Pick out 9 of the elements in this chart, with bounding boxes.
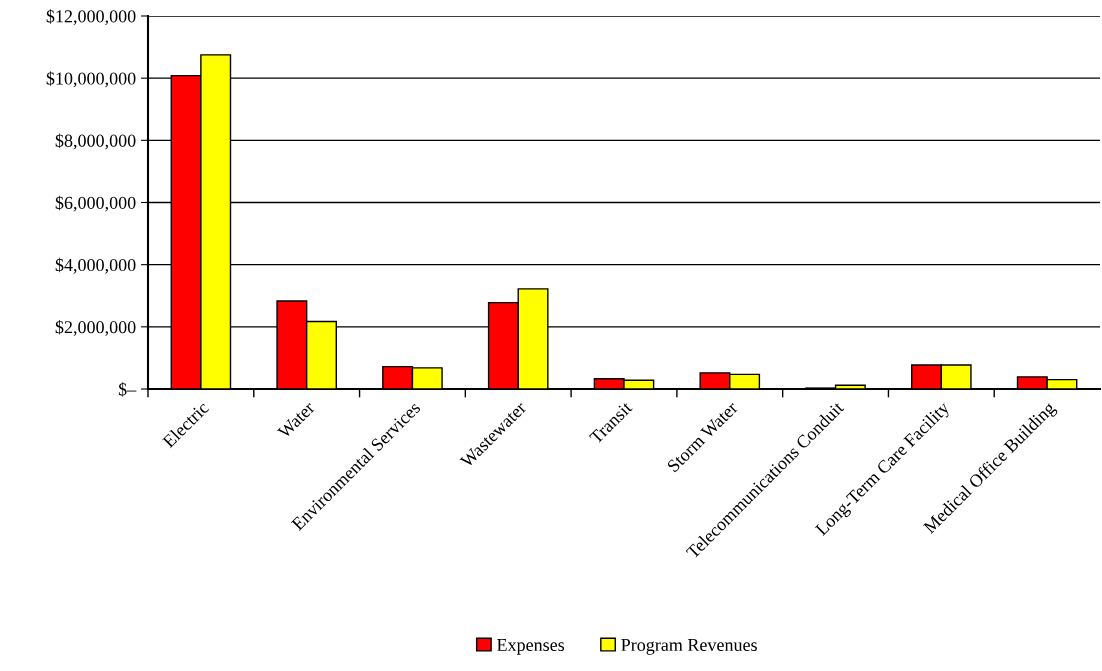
y-tick-label: $6,000,000 xyxy=(55,195,136,212)
legend-label: Expenses xyxy=(497,639,565,655)
legend-label: Program Revenues xyxy=(621,639,757,655)
y-tick-label: $8,000,000 xyxy=(55,133,136,150)
y-tick-label: $10,000,000 xyxy=(46,71,136,88)
y-tick-label: $2,000,000 xyxy=(55,320,136,336)
y-tick-label: $– xyxy=(118,382,137,397)
y-tick-label: $4,000,000 xyxy=(55,257,136,274)
y-tick-label: $12,000,000 xyxy=(46,9,136,26)
